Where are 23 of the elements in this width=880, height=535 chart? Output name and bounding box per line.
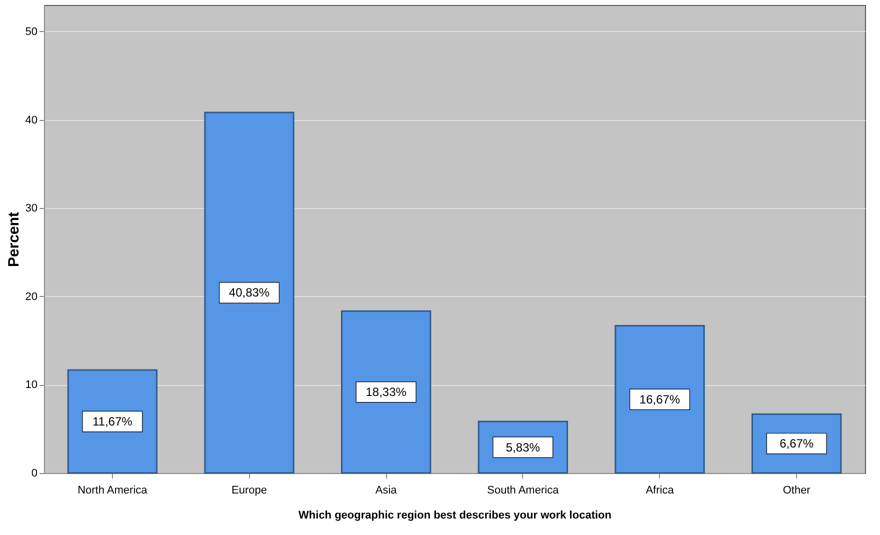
y-tick-label: 0 [31, 468, 38, 480]
y-tick-label: 40 [25, 114, 38, 126]
x-tick-label: Europe [232, 484, 267, 496]
x-tick-label: Asia [375, 484, 398, 496]
y-tick-label: 10 [25, 379, 38, 392]
y-tick-label: 50 [25, 26, 38, 38]
x-axis-title: Which geographic region best describes your work location [298, 510, 612, 522]
x-tick-label: Africa [646, 484, 675, 496]
x-tick-label: South America [487, 484, 560, 496]
x-tick-label: North America [78, 484, 148, 496]
y-tick-label: 30 [25, 202, 38, 215]
data-label: 16,67% [639, 392, 680, 406]
bar [341, 310, 432, 474]
data-label: 5,83% [506, 440, 540, 454]
bar [204, 112, 294, 474]
data-label: 6,67% [780, 436, 814, 451]
data-label: 11,67% [92, 414, 133, 428]
data-label: 18,33% [366, 385, 407, 400]
data-label: 40,83% [228, 286, 270, 300]
y-tick-label: 20 [25, 290, 38, 303]
bar [614, 325, 705, 474]
x-tick-label: Other [782, 484, 811, 496]
y-axis-title: Percent [5, 212, 22, 268]
